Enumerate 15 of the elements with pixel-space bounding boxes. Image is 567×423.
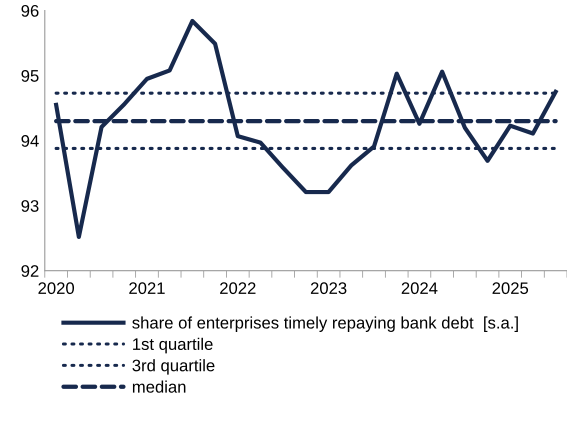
- x-tick-label: 2022: [220, 282, 256, 294]
- y-tick-label: 95: [21, 70, 39, 82]
- legend-label: share of enterprises timely repaying bank debt [s.a.]: [132, 316, 518, 332]
- x-tick-label: 2023: [310, 282, 346, 294]
- legend-label: median: [132, 380, 186, 393]
- legend-label: 1st quartile: [133, 338, 213, 354]
- x-tick-label: 2024: [402, 282, 438, 294]
- y-tick-label: 96: [21, 4, 39, 17]
- x-tick-label: 2020: [38, 282, 74, 294]
- y-tick-label: 93: [21, 200, 39, 212]
- x-tick-label: 2021: [129, 282, 165, 294]
- legend-label: 3rd quartile: [132, 359, 214, 375]
- y-tick-label: 94: [21, 135, 39, 147]
- x-tick-label: 2025: [492, 282, 528, 294]
- y-tick-label: 92: [21, 265, 38, 277]
